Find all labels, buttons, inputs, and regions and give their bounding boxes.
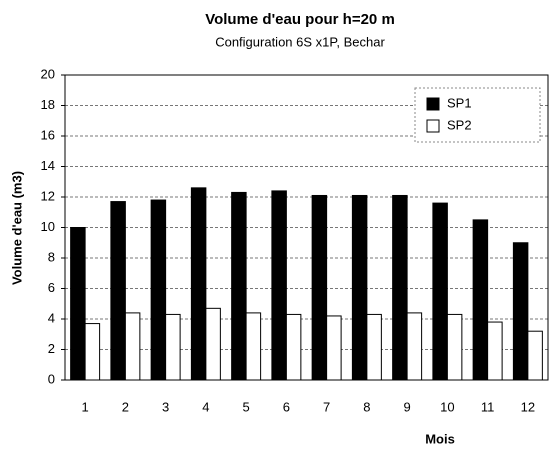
x-tick-label: 5 — [243, 399, 250, 414]
bar — [392, 194, 408, 381]
legend-label: SP2 — [447, 117, 472, 132]
bar — [446, 313, 463, 381]
chart-title: Volume d'eau pour h=20 m — [205, 11, 395, 28]
chart-subtitle: Configuration 6S x1P, Bechar — [215, 34, 385, 49]
bar — [487, 321, 503, 381]
y-tick-label: 0 — [48, 371, 55, 386]
bar — [84, 323, 101, 381]
bar — [406, 312, 423, 381]
y-tick-label: 8 — [48, 249, 55, 264]
bar — [190, 187, 207, 381]
x-tick-label: 12 — [521, 399, 535, 414]
x-axis-label: Mois — [425, 431, 455, 446]
bar — [124, 312, 141, 381]
bar — [326, 315, 342, 381]
bar — [231, 191, 247, 381]
plot-border — [64, 74, 549, 381]
y-tick-label: 12 — [41, 188, 55, 203]
x-tick-label: 7 — [323, 399, 330, 414]
y-tick-label: 16 — [41, 127, 55, 142]
legend-label: SP1 — [447, 95, 472, 110]
y-tick-label: 18 — [41, 97, 55, 112]
x-tick-label: 8 — [363, 399, 370, 414]
y-tick-label: 4 — [48, 310, 55, 325]
x-tick-label: 11 — [481, 399, 495, 414]
bar — [366, 313, 382, 381]
bar — [472, 219, 489, 381]
legend-swatch — [426, 97, 440, 111]
bar — [150, 199, 167, 381]
x-tick-label: 2 — [122, 399, 129, 414]
x-tick-label: 3 — [162, 399, 169, 414]
x-tick-label: 4 — [202, 399, 209, 414]
x-tick-label: 6 — [283, 399, 290, 414]
bar — [512, 242, 529, 381]
bar — [70, 227, 86, 381]
bar — [110, 201, 126, 381]
bar — [351, 194, 368, 381]
bar — [165, 313, 181, 381]
y-tick-label: 20 — [41, 66, 55, 81]
y-tick-label: 2 — [48, 341, 55, 356]
y-tick-label: 14 — [41, 158, 55, 173]
x-tick-label: 1 — [82, 399, 89, 414]
y-axis-label: Volume d'eau (m3) — [9, 171, 24, 285]
bar — [311, 194, 328, 381]
bar — [285, 313, 302, 381]
bar — [245, 312, 262, 381]
x-tick-label: 9 — [404, 399, 411, 414]
bar — [271, 190, 287, 381]
x-tick-label: 10 — [440, 399, 454, 414]
legend-box — [414, 87, 541, 143]
bar — [432, 202, 448, 381]
y-tick-label: 6 — [48, 280, 55, 295]
y-tick-label: 10 — [41, 219, 55, 234]
bar — [205, 307, 221, 381]
bar — [527, 330, 543, 381]
legend-swatch — [426, 119, 440, 133]
